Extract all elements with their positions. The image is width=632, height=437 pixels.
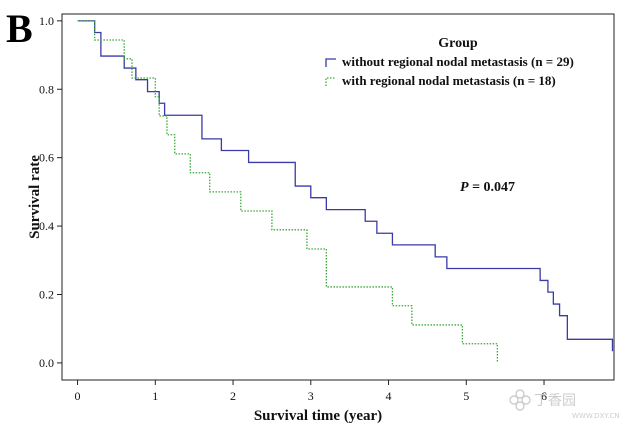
y-tick-label: 0.8 (39, 82, 54, 96)
y-tick-label: 0.0 (39, 356, 54, 370)
y-axis-title: Survival rate (27, 155, 43, 239)
watermark-subtext: WWW.DXY.CN (572, 412, 620, 420)
series-layer (77, 20, 614, 363)
x-tick-label: 3 (308, 389, 314, 403)
survival-curve-without-metastasis (77, 20, 614, 352)
watermark-text: 丁香园 (534, 393, 576, 409)
legend-swatch-without (325, 58, 336, 67)
survival-curve-with-metastasis (77, 20, 499, 363)
legend-title: Group (438, 36, 478, 51)
p-value-number: = 0.047 (472, 180, 515, 195)
x-tick-label: 5 (463, 389, 469, 403)
x-tick-label: 4 (386, 389, 392, 403)
watermark: 丁香园 WWW.DXY.CN (509, 389, 620, 420)
y-tick-label: 1.0 (39, 14, 54, 28)
clover-icon (509, 389, 531, 411)
legend-label-without: without regional nodal metastasis (n = 2… (342, 54, 574, 69)
x-axis: 0 1 2 3 4 5 6 (75, 380, 547, 403)
p-value-label: P (460, 180, 469, 195)
p-value-annotation: P = 0.047 (460, 180, 515, 195)
y-tick-label: 0.6 (39, 151, 54, 165)
y-axis: 0.0 0.2 0.4 0.6 0.8 1.0 (39, 14, 62, 370)
x-tick-label: 6 (541, 389, 547, 403)
x-tick-label: 0 (75, 389, 81, 403)
legend-label-with: with regional nodal metastasis (n = 18) (342, 73, 556, 88)
x-tick-label: 1 (152, 389, 158, 403)
x-axis-title: Survival time (year) (254, 408, 382, 424)
x-tick-label: 2 (230, 389, 236, 403)
y-tick-label: 0.2 (39, 287, 54, 301)
panel-letter: B (6, 6, 33, 51)
y-tick-label: 0.4 (39, 219, 54, 233)
legend: Group without regional nodal metastasis … (325, 36, 574, 88)
legend-swatch-with (325, 77, 336, 86)
plot-frame (61, 13, 615, 381)
